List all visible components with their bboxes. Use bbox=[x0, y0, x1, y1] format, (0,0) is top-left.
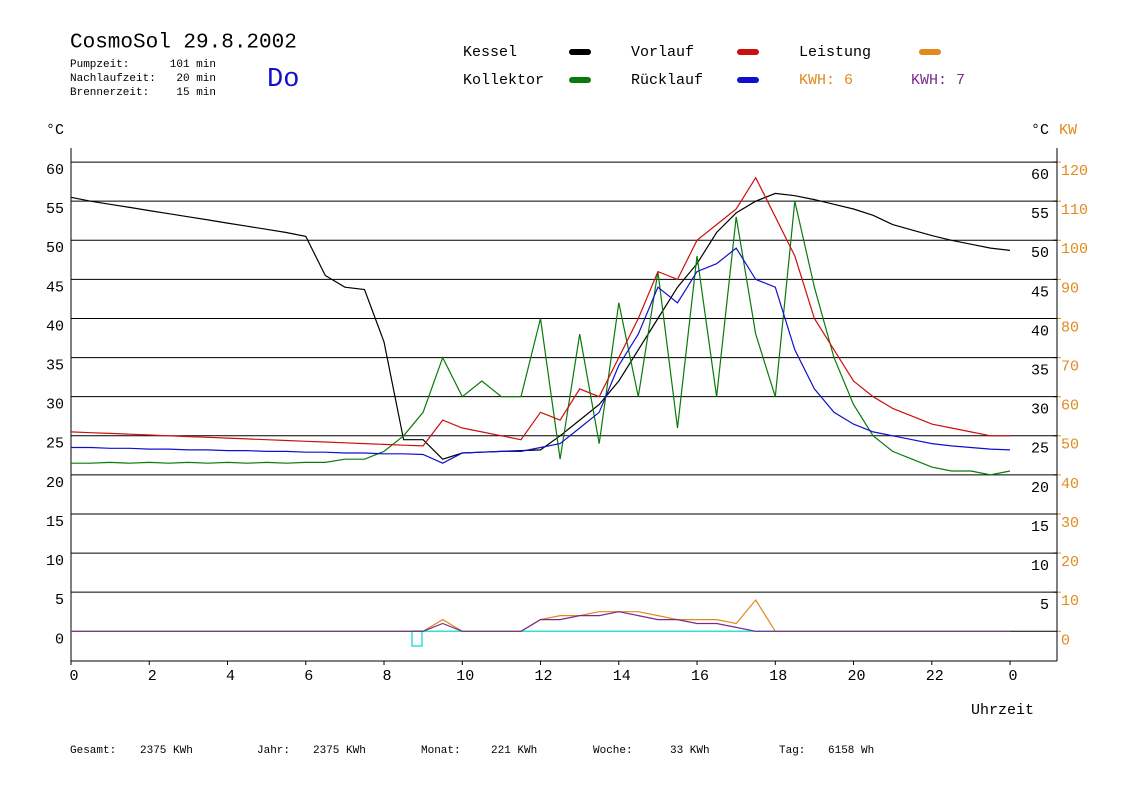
info-value: 101 min bbox=[170, 59, 216, 71]
legend-label: Leistung bbox=[799, 44, 871, 61]
y-tick-label: 40 bbox=[46, 318, 64, 335]
y-right-tick-label: 60 bbox=[1031, 167, 1049, 184]
footer-value: 221 KWh bbox=[491, 745, 537, 757]
x-tick-label: 0 bbox=[69, 668, 78, 685]
y-right-tick-label: 50 bbox=[1031, 245, 1049, 262]
y2-tick-label: 80 bbox=[1061, 319, 1079, 336]
x-tick-label: 12 bbox=[535, 668, 553, 685]
x-tick-label: 2 bbox=[148, 668, 157, 685]
y-tick-label: 20 bbox=[46, 475, 64, 492]
annotation: KWH: 6 bbox=[799, 72, 853, 89]
legend-label: Rücklauf bbox=[631, 72, 703, 89]
y-right-tick-label: 55 bbox=[1031, 206, 1049, 223]
y-right-tick-label: 15 bbox=[1031, 519, 1049, 536]
footer-label: Tag: bbox=[779, 745, 805, 757]
y2-tick-label: 40 bbox=[1061, 476, 1079, 493]
legend-label: Kollektor bbox=[463, 72, 544, 89]
footer-value: 6158 Wh bbox=[828, 745, 874, 757]
y2-tick-label: 20 bbox=[1061, 554, 1079, 571]
footer-value: 33 KWh bbox=[670, 745, 710, 757]
y-tick-label: 60 bbox=[46, 162, 64, 179]
series-line bbox=[70, 192, 1011, 460]
series-line bbox=[70, 176, 1010, 447]
footer-label: Jahr: bbox=[257, 745, 290, 757]
y2-tick-label: 110 bbox=[1061, 202, 1088, 219]
x-tick-label: 20 bbox=[848, 668, 866, 685]
legend-label: Vorlauf bbox=[631, 44, 694, 61]
y2-tick-label: 100 bbox=[1061, 241, 1088, 258]
y-right-tick-label: 30 bbox=[1031, 402, 1049, 419]
x-tick-label: 10 bbox=[456, 668, 474, 685]
y2-tick-label: 0 bbox=[1061, 632, 1070, 649]
y-unit: °C bbox=[46, 122, 64, 139]
y-tick-label: 45 bbox=[46, 279, 64, 296]
y-tick-label: 35 bbox=[46, 358, 64, 375]
y-tick-label: 50 bbox=[46, 240, 64, 257]
x-tick-label: 6 bbox=[304, 668, 313, 685]
y-right-tick-label: 25 bbox=[1031, 441, 1049, 458]
day-label: Do bbox=[267, 65, 299, 95]
y2-tick-label: 30 bbox=[1061, 515, 1079, 532]
chart-title: CosmoSol 29.8.2002 bbox=[70, 32, 297, 55]
info-label: Nachlaufzeit: bbox=[70, 73, 156, 85]
y2-tick-label: 10 bbox=[1061, 593, 1079, 610]
y-right-tick-label: 35 bbox=[1031, 363, 1049, 380]
x-tick-label: 22 bbox=[926, 668, 944, 685]
info-value: 20 min bbox=[176, 73, 216, 85]
y-tick-label: 30 bbox=[46, 397, 64, 414]
annotation: KWH: 7 bbox=[911, 72, 965, 89]
y2-tick-label: 50 bbox=[1061, 437, 1079, 454]
series-line bbox=[71, 247, 1011, 464]
y-right-tick-label: 40 bbox=[1031, 323, 1049, 340]
series-line bbox=[71, 611, 1010, 632]
y-right-unit: °C bbox=[1031, 122, 1049, 139]
y2-tick-label: 90 bbox=[1061, 280, 1079, 297]
info-label: Brennerzeit: bbox=[70, 87, 149, 99]
y-tick-label: 10 bbox=[46, 553, 64, 570]
x-tick-label: 8 bbox=[383, 668, 392, 685]
x-tick-label: 14 bbox=[613, 668, 631, 685]
y-tick-label: 0 bbox=[55, 631, 64, 648]
series-line bbox=[71, 201, 1011, 476]
y-tick-label: 25 bbox=[46, 436, 64, 453]
y2-tick-label: 70 bbox=[1061, 359, 1079, 376]
x-tick-label: 18 bbox=[769, 668, 787, 685]
x-axis-label: Uhrzeit bbox=[971, 702, 1034, 719]
footer-label: Gesamt: bbox=[70, 745, 116, 757]
y2-unit: KW bbox=[1059, 122, 1077, 139]
y-tick-label: 55 bbox=[46, 201, 64, 218]
y-right-tick-label: 45 bbox=[1031, 284, 1049, 301]
y-tick-label: 15 bbox=[46, 514, 64, 531]
footer-value: 2375 KWh bbox=[140, 745, 193, 757]
footer-label: Monat: bbox=[421, 745, 461, 757]
info-value: 15 min bbox=[176, 87, 216, 99]
y-right-tick-label: 10 bbox=[1031, 558, 1049, 575]
info-label: Pumpzeit: bbox=[70, 59, 129, 71]
x-tick-label: 4 bbox=[226, 668, 235, 685]
y-right-tick-label: 5 bbox=[1040, 597, 1049, 614]
x-tick-label: 16 bbox=[691, 668, 709, 685]
y2-tick-label: 60 bbox=[1061, 398, 1079, 415]
footer-value: 2375 KWh bbox=[313, 745, 366, 757]
y-tick-label: 5 bbox=[55, 592, 64, 609]
x-tick-label: 0 bbox=[1009, 668, 1018, 685]
y2-tick-label: 120 bbox=[1061, 163, 1088, 180]
legend-label: Kessel bbox=[463, 44, 517, 61]
y-right-tick-label: 20 bbox=[1031, 480, 1049, 497]
footer-label: Woche: bbox=[593, 745, 633, 757]
